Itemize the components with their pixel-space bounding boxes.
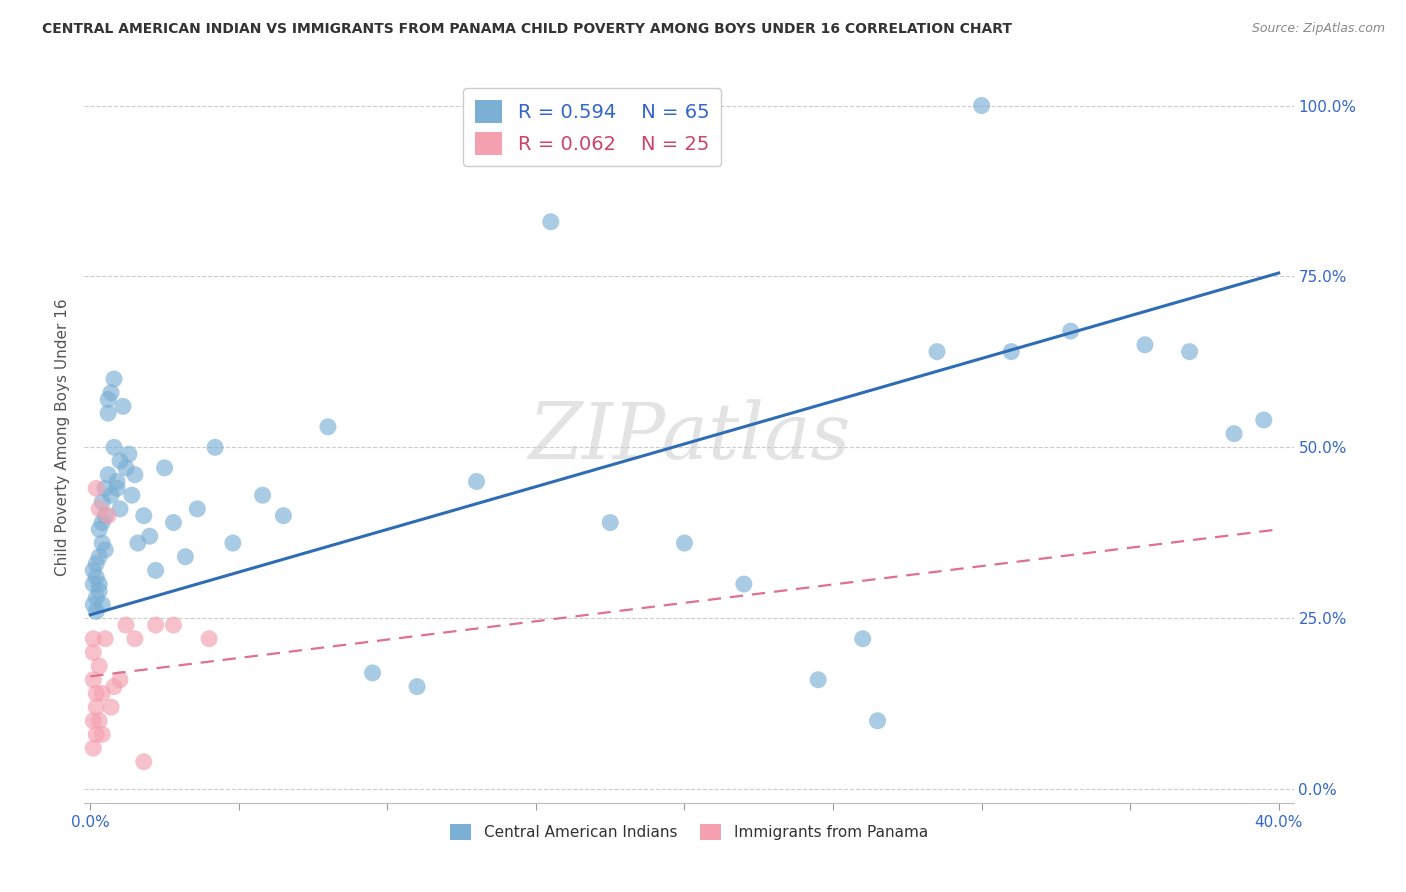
Point xyxy=(108,501,131,516)
Point xyxy=(89,549,111,564)
Point xyxy=(103,372,125,386)
Point xyxy=(84,557,107,571)
Point xyxy=(100,700,122,714)
Point xyxy=(807,673,830,687)
Point xyxy=(82,577,104,591)
Point xyxy=(91,727,114,741)
Point xyxy=(222,536,245,550)
Point xyxy=(1253,413,1275,427)
Point xyxy=(162,516,184,530)
Point xyxy=(153,460,176,475)
Point xyxy=(91,495,114,509)
Point xyxy=(132,508,155,523)
Point xyxy=(361,665,384,680)
Legend: Central American Indians, Immigrants from Panama: Central American Indians, Immigrants fro… xyxy=(444,818,934,847)
Y-axis label: Child Poverty Among Boys Under 16: Child Poverty Among Boys Under 16 xyxy=(55,298,70,576)
Point xyxy=(108,454,131,468)
Point xyxy=(540,215,562,229)
Point xyxy=(82,741,104,756)
Point xyxy=(105,481,128,495)
Point xyxy=(145,563,167,577)
Point xyxy=(82,714,104,728)
Point xyxy=(118,447,141,461)
Point xyxy=(94,508,117,523)
Point xyxy=(103,440,125,454)
Point xyxy=(599,516,621,530)
Point xyxy=(94,632,117,646)
Point xyxy=(273,508,295,523)
Point xyxy=(82,645,104,659)
Point xyxy=(174,549,197,564)
Point xyxy=(100,385,122,400)
Point xyxy=(89,659,111,673)
Point xyxy=(198,632,221,646)
Point xyxy=(673,536,696,550)
Text: Source: ZipAtlas.com: Source: ZipAtlas.com xyxy=(1251,22,1385,36)
Point xyxy=(138,529,160,543)
Point xyxy=(91,686,114,700)
Point xyxy=(204,440,226,454)
Point xyxy=(162,618,184,632)
Point xyxy=(925,344,948,359)
Point xyxy=(82,598,104,612)
Point xyxy=(127,536,149,550)
Point xyxy=(406,680,429,694)
Point xyxy=(89,522,111,536)
Point xyxy=(105,475,128,489)
Point xyxy=(145,618,167,632)
Point xyxy=(82,673,104,687)
Point xyxy=(100,488,122,502)
Point xyxy=(94,481,117,495)
Point xyxy=(91,598,114,612)
Point xyxy=(84,591,107,605)
Point xyxy=(115,618,138,632)
Point xyxy=(82,632,104,646)
Point xyxy=(132,755,155,769)
Point xyxy=(733,577,755,591)
Point xyxy=(121,488,143,502)
Point xyxy=(465,475,488,489)
Point xyxy=(97,392,120,407)
Point xyxy=(82,563,104,577)
Point xyxy=(84,686,107,700)
Point xyxy=(84,570,107,584)
Point xyxy=(84,604,107,618)
Point xyxy=(1060,324,1083,338)
Point xyxy=(84,727,107,741)
Point xyxy=(252,488,274,502)
Point xyxy=(97,508,120,523)
Text: ZIPatlas: ZIPatlas xyxy=(527,399,851,475)
Point xyxy=(852,632,875,646)
Point xyxy=(103,680,125,694)
Point xyxy=(970,98,993,112)
Point xyxy=(316,420,339,434)
Point xyxy=(1178,344,1201,359)
Point xyxy=(97,406,120,420)
Point xyxy=(1223,426,1246,441)
Point xyxy=(89,583,111,598)
Point xyxy=(89,714,111,728)
Point xyxy=(108,673,131,687)
Point xyxy=(866,714,889,728)
Point xyxy=(111,400,134,414)
Text: CENTRAL AMERICAN INDIAN VS IMMIGRANTS FROM PANAMA CHILD POVERTY AMONG BOYS UNDER: CENTRAL AMERICAN INDIAN VS IMMIGRANTS FR… xyxy=(42,22,1012,37)
Point xyxy=(84,481,107,495)
Point xyxy=(115,460,138,475)
Point xyxy=(124,632,146,646)
Point xyxy=(89,501,111,516)
Point xyxy=(84,700,107,714)
Point xyxy=(94,542,117,557)
Point xyxy=(1133,338,1156,352)
Point xyxy=(124,467,146,482)
Point xyxy=(91,536,114,550)
Point xyxy=(186,501,208,516)
Point xyxy=(89,577,111,591)
Point xyxy=(97,467,120,482)
Point xyxy=(91,516,114,530)
Point xyxy=(1000,344,1022,359)
